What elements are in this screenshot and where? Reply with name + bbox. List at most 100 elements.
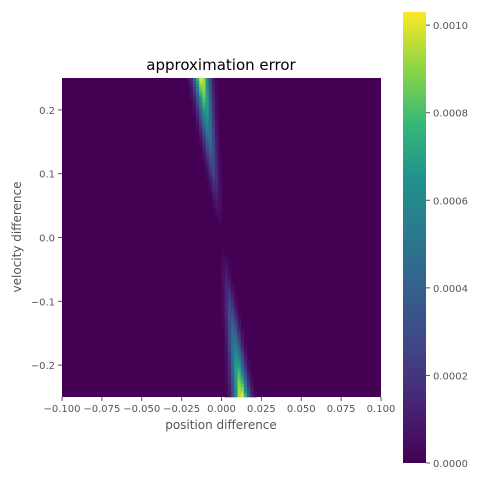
heatmap-cell xyxy=(215,135,219,139)
heatmap-cell xyxy=(205,132,210,136)
heatmap-cell xyxy=(250,374,254,379)
heatmap-cell xyxy=(234,349,238,353)
heatmap-cell xyxy=(221,263,225,267)
heatmap-cell xyxy=(234,314,238,318)
colorbar-tick-label: 0.0010 xyxy=(433,21,468,32)
heatmap-cell xyxy=(192,97,197,101)
heatmap-cell xyxy=(195,125,200,130)
heatmap-cell xyxy=(224,339,229,344)
x-tick-label: −0.100 xyxy=(43,404,80,415)
heatmap-cell xyxy=(247,374,251,379)
heatmap-cell xyxy=(231,339,235,344)
heatmap-cell xyxy=(215,138,219,143)
heatmap-cell xyxy=(189,87,194,92)
heatmap-cell xyxy=(227,361,232,366)
heatmap-cell xyxy=(234,361,238,366)
heatmap-cell xyxy=(240,330,245,334)
heatmap-cell xyxy=(240,390,245,395)
heatmap-cell xyxy=(234,377,238,382)
heatmap-cell xyxy=(234,355,238,360)
heatmap-cell xyxy=(227,358,232,363)
heatmap-cell xyxy=(224,345,229,350)
heatmap-cell xyxy=(224,365,229,369)
heatmap-cell xyxy=(208,157,213,162)
heatmap-cell xyxy=(224,326,229,331)
heatmap-cell xyxy=(208,87,213,92)
heatmap-cell xyxy=(243,352,248,356)
heatmap-cell xyxy=(205,170,210,174)
heatmap-cell xyxy=(208,167,213,171)
colorbar-tick-label: 0.0004 xyxy=(433,284,468,295)
heatmap-cell xyxy=(224,320,229,324)
heatmap-cell xyxy=(231,304,235,308)
heatmap-cell xyxy=(215,180,219,184)
heatmap-cell xyxy=(234,323,238,328)
heatmap-cell xyxy=(224,390,229,395)
heatmap-cell xyxy=(227,384,232,388)
heatmap-cell xyxy=(199,109,203,114)
heatmap-cell xyxy=(234,339,238,344)
heatmap-cell xyxy=(192,103,197,108)
heatmap-cell xyxy=(205,103,210,108)
heatmap-cell xyxy=(199,103,203,108)
heatmap-cell xyxy=(199,78,203,82)
heatmap-cell xyxy=(211,170,216,174)
heatmap-cell xyxy=(227,365,232,369)
heatmap-cell xyxy=(224,342,229,347)
heatmap-cell xyxy=(202,154,206,159)
heatmap-cell xyxy=(221,307,225,312)
heatmap-cell xyxy=(211,116,216,120)
heatmap-cell xyxy=(224,323,229,328)
heatmap-cell xyxy=(234,320,238,324)
heatmap-cell xyxy=(215,106,219,111)
heatmap-cell xyxy=(240,342,245,347)
heatmap-cell xyxy=(211,125,216,130)
heatmap-cell xyxy=(215,132,219,136)
heatmap-cell xyxy=(224,358,229,363)
heatmap-cell xyxy=(215,116,219,120)
heatmap-cell xyxy=(208,141,213,146)
heatmap-cell xyxy=(218,160,222,165)
heatmap-cell xyxy=(199,93,203,98)
heatmap-cell xyxy=(224,374,229,379)
heatmap-cell xyxy=(224,278,229,283)
heatmap-cell xyxy=(215,90,219,95)
heatmap-cell xyxy=(240,377,245,382)
heatmap-cell xyxy=(240,355,245,360)
heatmap-cell xyxy=(211,180,216,184)
heatmap-cell xyxy=(208,189,213,194)
heatmap-cell xyxy=(208,119,213,123)
x-tick-label: 0.100 xyxy=(367,404,396,415)
heatmap-cell xyxy=(224,393,229,398)
heatmap-cell xyxy=(211,154,216,159)
heatmap-cell xyxy=(227,320,232,324)
heatmap-cell xyxy=(243,377,248,382)
heatmap-cell xyxy=(240,336,245,340)
heatmap-cell xyxy=(224,349,229,353)
x-tick-label: −0.050 xyxy=(123,404,160,415)
heatmap-cell xyxy=(199,119,203,123)
heatmap-cell xyxy=(224,355,229,360)
heatmap-cell xyxy=(227,352,232,356)
heatmap-cell xyxy=(218,167,222,171)
heatmap-cell xyxy=(192,78,197,82)
heatmap-cell xyxy=(202,103,206,108)
heatmap-cell xyxy=(224,272,229,277)
heatmap-cell xyxy=(218,221,222,226)
heatmap-background xyxy=(62,78,381,397)
heatmap-cell xyxy=(205,119,210,123)
heatmap-cell xyxy=(215,186,219,190)
heatmap-cell xyxy=(243,361,248,366)
heatmap-cell xyxy=(211,186,216,190)
heatmap-cell xyxy=(227,323,232,328)
y-axis-label: velocity difference xyxy=(10,182,24,293)
heatmap-cell xyxy=(250,377,254,382)
heatmap-cell xyxy=(224,317,229,321)
heatmap-cell xyxy=(218,148,222,152)
heatmap-cell xyxy=(224,377,229,382)
heatmap-cell xyxy=(227,304,232,308)
heatmap-cell xyxy=(227,371,232,375)
heatmap-cell xyxy=(247,381,251,385)
heatmap-cell xyxy=(231,336,235,340)
